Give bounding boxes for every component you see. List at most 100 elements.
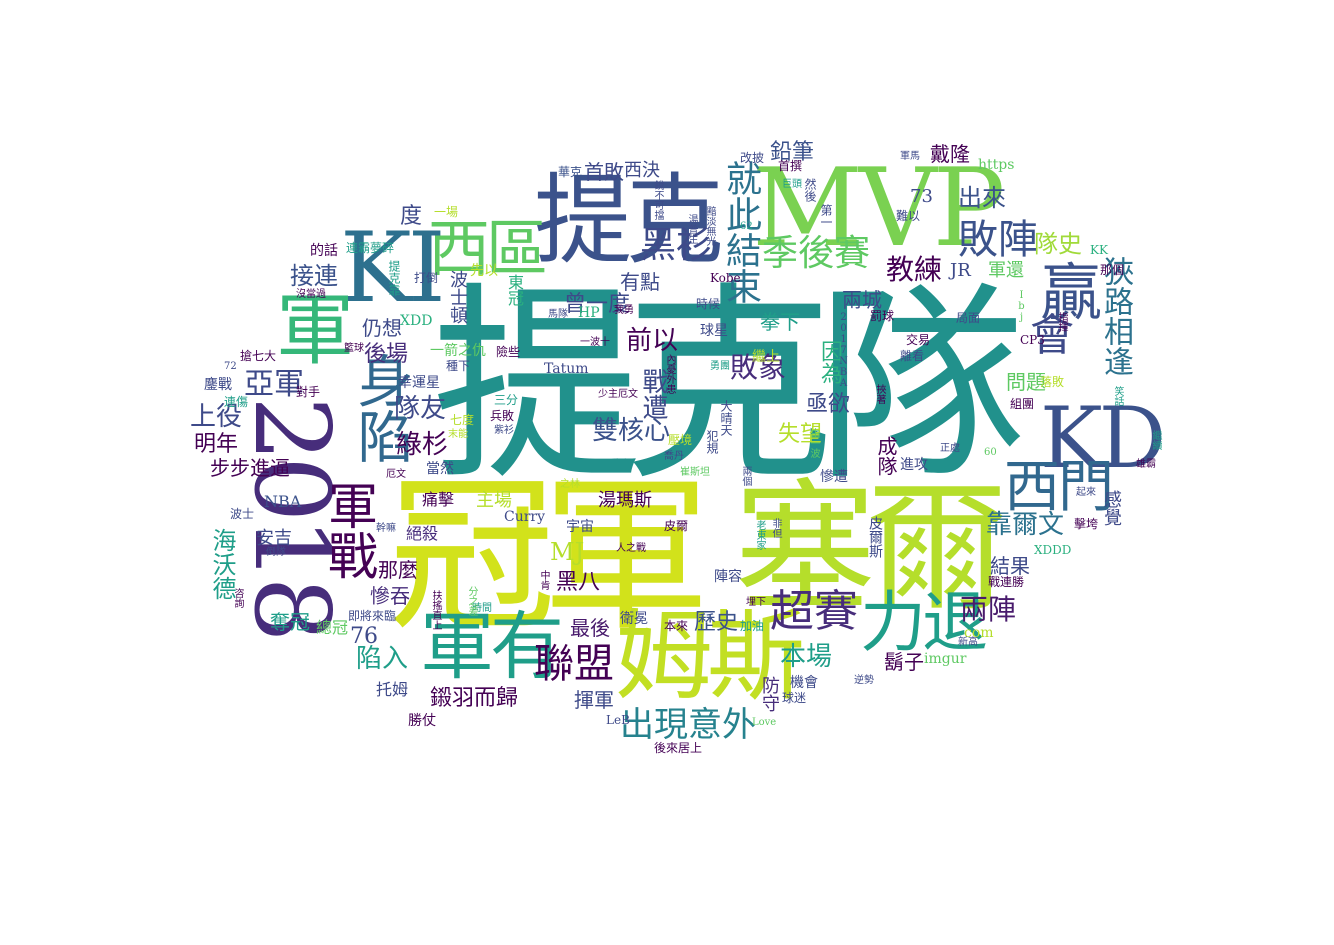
word-chulai: 出來 bbox=[958, 184, 1006, 212]
word-ki: KI bbox=[340, 212, 446, 324]
word-rengxiang: 仍想 bbox=[362, 316, 402, 340]
word-dadao: 打倒 bbox=[414, 271, 439, 285]
word-jr: JR bbox=[950, 260, 971, 281]
word-aozhan: 鏖戰 bbox=[204, 377, 232, 393]
word-jumian: 局面 bbox=[956, 311, 981, 325]
word-xijue: 西決 bbox=[624, 160, 660, 181]
word-qiangqida: 搶七大 bbox=[240, 349, 277, 363]
word-huzi: 鬍子 bbox=[884, 650, 924, 674]
word-diyi: 第一 bbox=[819, 204, 833, 228]
word-jiaolian: 教練 bbox=[886, 253, 943, 286]
word-kobe: Kobe bbox=[710, 271, 741, 285]
word-jishang: 繼上 bbox=[752, 349, 780, 365]
word-yibo: 一波十 bbox=[580, 337, 610, 348]
word-zhenrong: 陣容 bbox=[714, 569, 742, 585]
word-liangcheng: 兩城 bbox=[842, 288, 882, 312]
word-shenxian: 身陷 bbox=[348, 352, 413, 464]
word-cengyidu: 曾一度 bbox=[564, 292, 631, 317]
word-ruibukedang: 銳不可擋 bbox=[652, 180, 663, 220]
word-xdd: XDD bbox=[400, 313, 433, 329]
word-mingnian: 明年 bbox=[194, 432, 239, 457]
word-dailong: 戴隆 bbox=[930, 142, 970, 166]
word-jiyu: 亟欲 bbox=[806, 392, 851, 417]
word-jihousai: 季後賽 bbox=[762, 233, 871, 274]
word-maixia: 埋下 bbox=[746, 597, 766, 608]
word-shaozhuerwen: 少主厄文 bbox=[598, 389, 638, 400]
word-fangui: 犯規 bbox=[705, 430, 719, 454]
word-xiqu: 西區 bbox=[428, 212, 548, 285]
word-https: https bbox=[978, 157, 1015, 173]
word-hui: 會 bbox=[1030, 310, 1074, 361]
word-erwen: 厄文 bbox=[386, 469, 406, 480]
word-junyou: 軍有 bbox=[420, 604, 564, 690]
word-jikua: 擊垮 bbox=[1074, 517, 1099, 531]
word-woyong: 我勇 bbox=[614, 305, 634, 316]
word-qianbi: 鉛筆 bbox=[770, 140, 815, 165]
word-dehua: 的話 bbox=[310, 243, 338, 259]
word-anji: 安吉 bbox=[256, 528, 292, 549]
word-tuomu: 托姆 bbox=[376, 680, 409, 699]
word-62: 62 bbox=[740, 221, 753, 232]
word-huijun: 揮軍 bbox=[574, 688, 614, 712]
word-quanxia: 拳下 bbox=[760, 310, 800, 334]
word-xianru: 陷入 bbox=[356, 644, 409, 674]
word-fangshou: 防守 bbox=[759, 676, 780, 712]
word-curry: Curry bbox=[504, 509, 546, 525]
word-xingao: 新高 bbox=[958, 637, 978, 648]
word-dangran: 當然 bbox=[426, 461, 454, 477]
word-ying: 贏 bbox=[1040, 256, 1103, 329]
word-ranhou: 然後 bbox=[803, 178, 817, 202]
word-weineng: 末能 bbox=[448, 429, 468, 440]
word-laodongjia: 老東家 bbox=[754, 520, 765, 550]
word-youyibo: 由一波 bbox=[808, 428, 819, 458]
word-daqingtian: 大晴天 bbox=[719, 400, 733, 436]
word-heiba: 黑八 bbox=[556, 570, 601, 595]
word-qiaodan: 喬丹 bbox=[664, 451, 684, 462]
word-jiucijieshu: 就此結束 bbox=[720, 160, 761, 304]
word-xingyunxing: 幸運星 bbox=[398, 375, 440, 391]
word-jueshao: 絕殺 bbox=[406, 524, 439, 543]
word-shijian: 時間 bbox=[472, 603, 492, 614]
word-huake: 華克 bbox=[558, 165, 583, 179]
word-com: com bbox=[964, 625, 994, 641]
word-zhilin: 之林 bbox=[560, 479, 580, 490]
word-ganma: 幹嘛 bbox=[376, 523, 396, 534]
word-youdian: 有點 bbox=[620, 270, 660, 294]
word-nishi: 逆勢 bbox=[854, 675, 874, 686]
word-tikekao: 提克靠 bbox=[387, 260, 401, 296]
word-lianmeng: 聯盟 bbox=[534, 641, 614, 687]
word-shihou: 時候 bbox=[696, 297, 721, 311]
word-benchang: 本場 bbox=[780, 642, 833, 672]
word-zhihui: 指揮 bbox=[1056, 312, 1067, 332]
word-jingong: 進攻 bbox=[900, 457, 928, 473]
word-nba: NBA bbox=[264, 492, 302, 511]
word-baixiang: 敗象 bbox=[730, 351, 787, 384]
word-zhanzao: 戰遭 bbox=[638, 368, 668, 420]
word-yongtuan: 勇團 bbox=[710, 361, 730, 372]
word-tikdui: 提克隊 bbox=[432, 264, 1026, 509]
word-baizhen: 敗陣 bbox=[958, 217, 1038, 263]
word-xdddd: XDDD bbox=[1034, 543, 1072, 557]
word-meidangguo: 沒當過 bbox=[296, 289, 326, 300]
word-mvp: MVP bbox=[752, 146, 1005, 271]
word-72: 72 bbox=[224, 361, 237, 372]
word-qilai: 起來 bbox=[1076, 487, 1096, 498]
word-60: 60 bbox=[984, 447, 997, 458]
word-wenti: 問題 bbox=[1006, 370, 1046, 394]
word-2018: 2018 bbox=[231, 396, 353, 637]
word-gaipi: 改披 bbox=[740, 151, 765, 165]
word-kaoerwen: 靠爾文 bbox=[986, 510, 1065, 540]
word-yajing: 壓境 bbox=[668, 433, 693, 447]
word-qianyi: 前以 bbox=[626, 326, 679, 356]
word-haiwode: 海沃德 bbox=[208, 528, 236, 600]
word-luobai: 落敗 bbox=[1040, 375, 1065, 389]
word-hp: HP bbox=[578, 305, 600, 321]
word-guanjun: 冠軍 bbox=[388, 458, 710, 654]
word-weimian: 衛冕 bbox=[620, 611, 648, 627]
word-shouzhuan: 首撰 bbox=[778, 159, 803, 173]
word-xialuxiangfeng: 狹路相逢 bbox=[1098, 256, 1133, 376]
word-pier: 皮爾 bbox=[664, 519, 689, 533]
word-benlai: 本來 bbox=[664, 619, 689, 633]
word-imgur: imgur bbox=[924, 651, 967, 667]
